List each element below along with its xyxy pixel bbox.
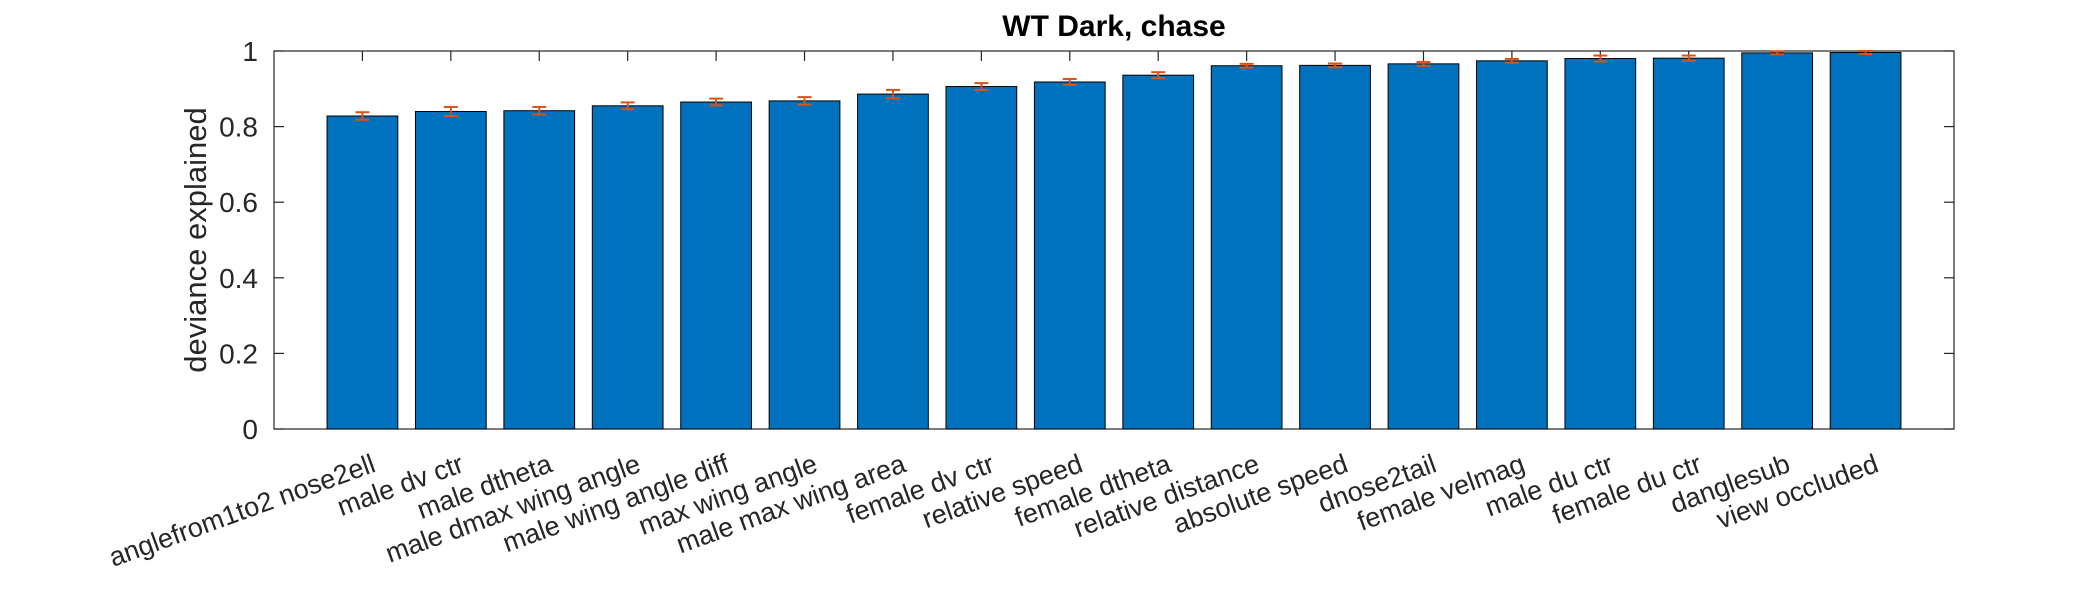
error-bar [1151,71,1166,80]
bar [1741,52,1814,430]
y-ticks: 0 0.2 0.4 0.6 0.8 1 [219,36,1954,445]
error-bar [974,82,989,91]
bar [1652,57,1725,430]
error-bar [1858,50,1873,56]
plot-box [273,50,1955,430]
error-bar [532,105,547,116]
bar [1033,81,1106,430]
x-tick-label: anglefrom1to2 nose2ell [105,448,379,572]
error-bars [355,50,1873,121]
error-bar [1416,60,1431,67]
error-bar [1593,54,1608,63]
bar [1387,63,1460,430]
bar [326,115,399,430]
error-bar [1328,62,1343,69]
y-tick-label: 0.2 [219,338,258,369]
bar [503,110,576,430]
error-bar [885,88,900,100]
error-bar [443,105,458,118]
error-bar [1239,62,1254,69]
error-bar [797,96,812,106]
y-tick-label: 1 [242,36,258,67]
error-bar [709,97,724,107]
error-bar [1770,50,1785,56]
error-bar [355,111,370,121]
bar [680,101,752,430]
chart-title: WT Dark, chase [1002,10,1225,43]
error-bar [1062,77,1077,87]
error-bar [620,101,635,111]
y-tick-label: 0 [242,414,258,445]
bar [591,105,664,430]
y-tick-label: 0.6 [219,187,258,218]
bar [945,86,1018,430]
y-tick-label: 0.4 [219,263,258,294]
y-axis-label: deviance explained [178,107,213,372]
bar [1829,52,1902,430]
bar [768,100,841,430]
bar [1299,64,1371,430]
bar [1210,65,1283,430]
error-bar [1504,57,1519,64]
bar [857,93,929,430]
bars [326,52,1902,430]
bar [1476,60,1548,430]
error-bar [1681,54,1696,62]
y-tick-label: 0.8 [219,112,258,143]
bar [1564,58,1637,430]
bar [414,110,487,430]
bar [1122,74,1195,430]
